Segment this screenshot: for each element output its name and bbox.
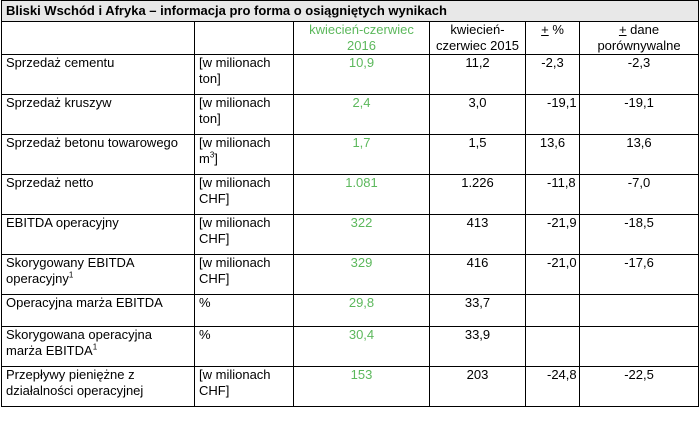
value-2015: 11,2 (429, 54, 526, 95)
table-title-row: Bliski Wschód i Afryka – informacja pro … (0, 0, 699, 22)
header-pct-label: % (548, 22, 564, 37)
comparable-change: -22,5 (578, 366, 699, 407)
value-2016: 2,4 (293, 94, 430, 135)
pct-change-value: -24,8 (547, 367, 577, 382)
value-2015: 1,5 (429, 134, 526, 175)
header-empty-label (1, 21, 195, 55)
pct-change (525, 294, 580, 327)
row-unit: % (194, 326, 294, 367)
table-row: Przepływy pieniężne z działalności opera… (1, 366, 699, 407)
row-label-text: Skorygowana operacyjna marża EBITDA (6, 327, 152, 358)
row-unit-end: ] (214, 151, 218, 166)
row-label: Skorygowany EBITDA operacyjny1 (1, 254, 195, 295)
row-unit: [w milionach CHF] (194, 214, 294, 255)
pct-change: -19,1 (525, 94, 580, 135)
results-table: Bliski Wschód i Afryka – informacja pro … (0, 0, 699, 407)
row-label: Sprzedaż cementu (1, 54, 195, 95)
value-2016: 30,4 (293, 326, 430, 367)
header-row: kwiecień-czerwiec 2016 kwiecień-czerwiec… (1, 21, 699, 55)
value-2015: 416 (429, 254, 526, 295)
row-unit: [w milionach CHF] (194, 254, 294, 295)
header-comparable: + dane porównywalne (578, 21, 699, 55)
row-label: Skorygowana operacyjna marża EBITDA1 (1, 326, 195, 367)
pct-change: -2,3 (525, 54, 580, 95)
row-unit: [w milionach ton] (194, 94, 294, 135)
plus-minus-sign: + (541, 22, 549, 37)
value-2015: 3,0 (429, 94, 526, 135)
plus-minus-sign: + (618, 22, 627, 37)
pct-change: -21,9 (525, 214, 580, 255)
row-unit-text: [w milionach m (199, 135, 271, 166)
header-period-2015: kwiecień-czerwiec 2015 (429, 21, 526, 55)
pct-change-value: -19,1 (547, 95, 577, 110)
row-unit: [w milionach CHF] (194, 174, 294, 215)
table-row: EBITDA operacyjny [w milionach CHF] 322 … (1, 214, 699, 255)
comparable-change: -18,5 (578, 214, 699, 255)
pct-change-value: -11,8 (547, 175, 576, 190)
pct-change: -11,8 (525, 174, 580, 215)
value-2015: 413 (429, 214, 526, 255)
value-2016: 322 (293, 214, 430, 255)
row-label: Operacyjna marża EBITDA (1, 294, 195, 327)
table-row: Sprzedaż betonu towarowego [w milionach … (1, 134, 699, 175)
pct-change (525, 326, 580, 367)
comparable-change: -2,3 (578, 54, 699, 95)
row-unit: [w milionach m3] (194, 134, 294, 175)
value-2016: 29,8 (293, 294, 430, 327)
comparable-change (578, 326, 699, 367)
value-2016: 1,7 (293, 134, 430, 175)
value-2016: 10,9 (293, 54, 430, 95)
comparable-change (578, 294, 699, 327)
comparable-change: -19,1 (578, 94, 699, 135)
pct-change-value: -21,0 (547, 255, 577, 270)
pct-change: -24,8 (525, 366, 580, 407)
row-label: Przepływy pieniężne z działalności opera… (1, 366, 195, 407)
row-unit: [w milionach ton] (194, 54, 294, 95)
header-comparable-label: dane porównywalne (597, 22, 681, 53)
footnote-marker: 1 (68, 270, 74, 280)
row-label: Sprzedaż netto (1, 174, 195, 215)
table-row: Operacyjna marża EBITDA % 29,8 33,7 (1, 294, 699, 327)
table-title: Bliski Wschód i Afryka – informacja pro … (0, 0, 699, 22)
value-2015: 33,9 (429, 326, 526, 367)
row-label: Sprzedaż kruszyw (1, 94, 195, 135)
comparable-change: 13,6 (578, 134, 699, 175)
row-label: EBITDA operacyjny (1, 214, 195, 255)
row-label: Sprzedaż betonu towarowego (1, 134, 195, 175)
table-row: Sprzedaż netto [w milionach CHF] 1.081 1… (1, 174, 699, 215)
footnote-marker: 1 (92, 342, 98, 352)
header-pct-change: + % (525, 21, 580, 55)
pct-change: 13,6 (525, 134, 580, 175)
comparable-change: -17,6 (578, 254, 699, 295)
value-2016: 1.081 (293, 174, 430, 215)
table-row: Sprzedaż kruszyw [w milionach ton] 2,4 3… (1, 94, 699, 135)
row-unit: % (194, 294, 294, 327)
value-2016: 329 (293, 254, 430, 295)
value-2015: 1.226 (429, 174, 526, 215)
value-2015: 203 (429, 366, 526, 407)
unit-superscript: 3 (209, 150, 215, 160)
header-period-2016: kwiecień-czerwiec 2016 (293, 21, 430, 55)
table-row: Sprzedaż cementu [w milionach ton] 10,9 … (1, 54, 699, 95)
comparable-change: -7,0 (578, 174, 699, 215)
table-row: Skorygowana operacyjna marża EBITDA1 % 3… (1, 326, 699, 367)
table-row: Skorygowany EBITDA operacyjny1 [w milion… (1, 254, 699, 295)
header-empty-unit (194, 21, 294, 55)
row-label-text: Skorygowany EBITDA operacyjny (6, 255, 134, 286)
pct-change-value: -21,9 (547, 215, 577, 230)
pct-change: -21,0 (525, 254, 580, 295)
row-unit: [w milionach CHF] (194, 366, 294, 407)
value-2015: 33,7 (429, 294, 526, 327)
value-2016: 153 (293, 366, 430, 407)
